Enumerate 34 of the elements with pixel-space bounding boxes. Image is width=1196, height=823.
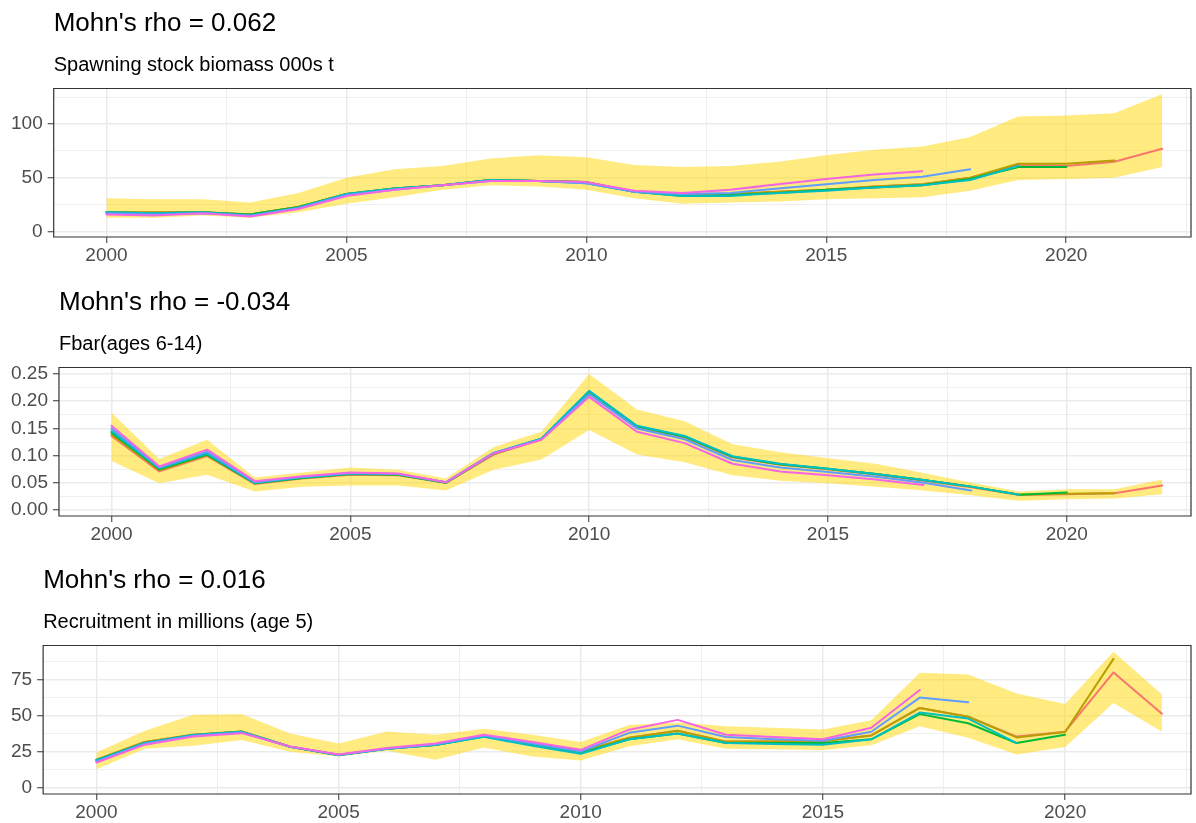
chart-subtitle: Recruitment in millions (age 5) [43, 609, 314, 633]
y-tick-label: 0.15 [11, 416, 48, 438]
x-tick-label: 2005 [325, 243, 368, 265]
chart-subtitle: Fbar(ages 6-14) [58, 330, 203, 355]
x-tick-label: 2020 [1043, 800, 1087, 822]
y-tick-label: 0 [21, 775, 33, 797]
y-tick-label: 75 [10, 667, 33, 689]
chart-subtitle: Spawning stock biomass 000s t [53, 52, 334, 76]
x-tick-label: 2010 [568, 522, 611, 544]
y-tick-label: 0.20 [11, 388, 48, 410]
x-tick-label: 2005 [329, 522, 372, 544]
x-tick-label: 2020 [1045, 243, 1088, 265]
x-tick-label: 2010 [565, 243, 608, 265]
x-tick-label: 2005 [317, 800, 360, 822]
chart-title: Mohn's rho = -0.034 [58, 285, 291, 316]
y-tick-label: 50 [10, 703, 33, 725]
x-tick-label: 2015 [805, 243, 848, 265]
y-tick-label: 25 [10, 739, 33, 761]
y-tick-label: 0.25 [11, 361, 48, 383]
x-tick-label: 2015 [806, 522, 850, 544]
y-tick-label: 0.10 [11, 443, 48, 465]
y-tick-label: 0.05 [11, 470, 48, 492]
y-tick-label: 100 [11, 112, 43, 134]
chart-title: Mohn's rho = 0.062 [53, 7, 277, 37]
x-tick-label: 2000 [75, 800, 118, 822]
x-tick-label: 2015 [801, 800, 845, 822]
x-tick-label: 2020 [1045, 522, 1088, 544]
x-tick-label: 2000 [90, 522, 133, 544]
y-tick-label: 0 [32, 219, 43, 241]
y-tick-label: 50 [21, 166, 43, 188]
y-tick-label: 0.00 [11, 497, 48, 519]
x-tick-label: 2000 [85, 243, 128, 265]
chart-title: Mohn's rho = 0.016 [43, 564, 266, 594]
x-tick-label: 2010 [559, 800, 602, 822]
